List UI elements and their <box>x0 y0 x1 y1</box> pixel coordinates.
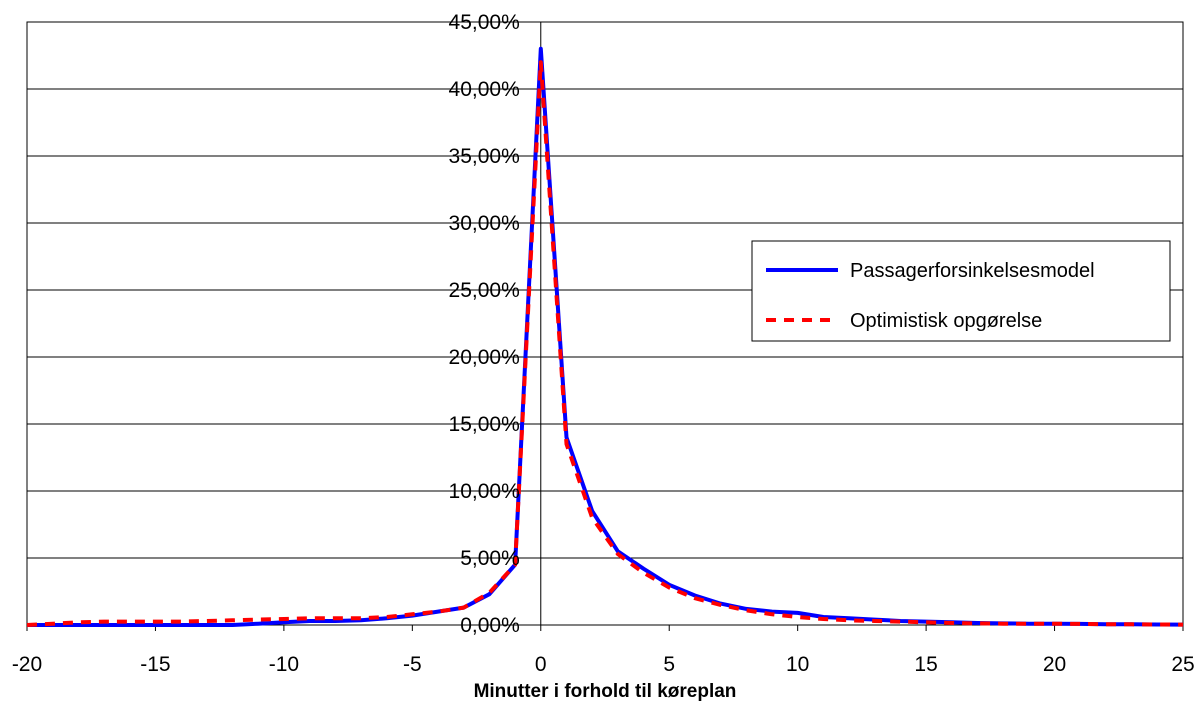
x-tick-label: -10 <box>269 653 299 676</box>
legend-label-optimistic: Optimistisk opgørelse <box>850 310 1042 332</box>
legend-box <box>751 240 1171 342</box>
y-tick-label: 40,00% <box>449 78 520 101</box>
x-tick-labels: -20 -15 -10 -5 0 5 10 15 20 25 <box>12 653 1195 676</box>
x-tick-label: 25 <box>1171 653 1194 676</box>
x-tick-label: 15 <box>914 653 937 676</box>
x-tick-label: -20 <box>12 653 42 676</box>
series-group <box>26 46 1184 627</box>
y-tick-label: 25,00% <box>449 279 520 302</box>
x-tick-label: -15 <box>140 653 170 676</box>
legend-label-model: Passagerforsinkelsesmodel <box>850 260 1095 282</box>
y-tick-label: 15,00% <box>449 413 520 436</box>
y-tick-label: 5,00% <box>460 547 520 570</box>
y-tick-label: 35,00% <box>449 145 520 168</box>
x-tick-label: 20 <box>1043 653 1066 676</box>
y-tick-label: 20,00% <box>449 346 520 369</box>
x-tick-label: 5 <box>663 653 675 676</box>
y-tick-label: 30,00% <box>449 212 520 235</box>
x-tick-label: -5 <box>403 653 422 676</box>
legend: Passagerforsinkelsesmodel Optimistisk op… <box>751 240 1171 342</box>
y-tick-label: 45,00% <box>449 11 520 34</box>
y-tick-label: 0,00% <box>460 614 520 637</box>
y-tick-label: 10,00% <box>449 480 520 503</box>
series-line-model <box>27 46 1184 627</box>
x-axis-title: Minutter i forhold til køreplan <box>474 681 737 702</box>
y-tick-labels: 0,00% 5,00% 10,00% 15,00% 20,00% 25,00% 30,00%… <box>449 11 520 637</box>
x-tick-label: 0 <box>535 653 547 676</box>
x-tick-label: 10 <box>786 653 809 676</box>
